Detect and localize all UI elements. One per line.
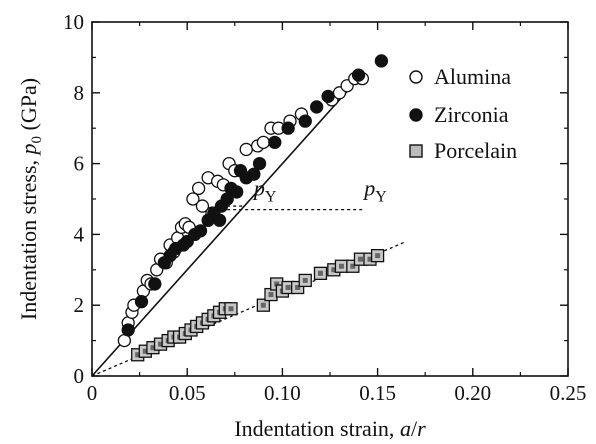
marker-porcelain bbox=[313, 266, 328, 280]
marker-porcelain-core bbox=[367, 256, 373, 262]
marker-porcelain-core bbox=[295, 285, 301, 290]
marker-alumina bbox=[256, 135, 271, 150]
legend-marker-alumina bbox=[409, 70, 423, 84]
y-axis-label: Indentation stress, p0 (GPa) bbox=[16, 78, 45, 320]
x-tick-label: 0.15 bbox=[359, 381, 396, 405]
y-tick-label: 0 bbox=[74, 364, 85, 388]
y-tick-label: 10 bbox=[63, 10, 84, 34]
marker-porcelain-core bbox=[150, 345, 156, 351]
marker-porcelain bbox=[298, 273, 312, 288]
marker-alumina bbox=[195, 199, 210, 213]
legend-marker-porcelain bbox=[409, 144, 423, 158]
marker-alumina bbox=[239, 142, 253, 157]
marker-porcelain bbox=[256, 298, 271, 312]
marker-porcelain bbox=[334, 259, 349, 273]
marker-porcelain-core bbox=[350, 263, 356, 269]
marker-zirconia bbox=[374, 54, 389, 68]
marker-porcelain bbox=[370, 248, 385, 263]
axis-ticks: 0 0.05 0.10 0.15 0.20 0.25 0 2 4 6 8 10 bbox=[63, 10, 586, 405]
marker-zirconia bbox=[252, 156, 267, 171]
marker-zirconia bbox=[148, 277, 162, 291]
legend-label-zirconia: Zirconia bbox=[434, 102, 509, 127]
fit-line-solid bbox=[91, 78, 360, 377]
annotation-yield-pressure: pY bbox=[252, 175, 277, 205]
fit-lines bbox=[91, 78, 407, 377]
marker-zirconia bbox=[268, 135, 282, 150]
marker-porcelain-core bbox=[285, 285, 291, 290]
marker-porcelain-core bbox=[228, 306, 234, 312]
marker-zirconia bbox=[281, 121, 295, 135]
marker-porcelain-core bbox=[375, 253, 381, 259]
marker-zirconia bbox=[351, 68, 366, 82]
y-tick-label: 6 bbox=[74, 152, 85, 176]
x-tick-label: 0.05 bbox=[169, 381, 206, 405]
x-tick-label: 0.25 bbox=[550, 381, 587, 405]
marker-zirconia bbox=[321, 89, 335, 103]
marker-porcelain-core bbox=[142, 348, 148, 354]
legend-label-porcelain: Porcelain bbox=[434, 138, 517, 163]
x-tick-label: 0.20 bbox=[454, 381, 491, 405]
marker-zirconia bbox=[230, 185, 244, 199]
marker-alumina bbox=[186, 192, 200, 206]
marker-zirconia bbox=[212, 213, 227, 227]
x-tick-label: 0.10 bbox=[264, 381, 301, 405]
marker-zirconia bbox=[247, 167, 261, 181]
annotation-yield-pressure: pY bbox=[362, 175, 387, 205]
legend-label-alumina: Alumina bbox=[434, 64, 511, 89]
marker-zirconia bbox=[121, 323, 135, 337]
y-tick-label: 8 bbox=[74, 81, 85, 105]
marker-porcelain-core bbox=[274, 281, 280, 287]
legend: Alumina Zirconia Porcelain bbox=[409, 64, 517, 163]
marker-porcelain-core bbox=[317, 270, 323, 276]
marker-zirconia bbox=[298, 114, 312, 128]
marker-porcelain-core bbox=[260, 302, 266, 308]
marker-alumina bbox=[191, 181, 206, 196]
data-markers bbox=[117, 54, 389, 362]
marker-porcelain-core bbox=[268, 292, 274, 298]
marker-porcelain-core bbox=[338, 263, 344, 269]
marker-porcelain-core bbox=[357, 256, 363, 262]
marker-zirconia bbox=[134, 295, 149, 309]
marker-porcelain bbox=[224, 302, 238, 316]
marker-porcelain-core bbox=[135, 352, 141, 358]
x-tick-label: 0 bbox=[87, 381, 98, 405]
y-tick-label: 2 bbox=[74, 293, 85, 317]
marker-porcelain-core bbox=[302, 277, 308, 283]
y-tick-label: 4 bbox=[74, 222, 85, 246]
marker-zirconia bbox=[310, 100, 324, 114]
legend-marker-zirconia bbox=[409, 108, 423, 122]
marker-porcelain-core bbox=[158, 341, 164, 347]
marker-porcelain-core bbox=[331, 267, 337, 273]
annotations: pY pY bbox=[252, 175, 387, 205]
marker-zirconia bbox=[193, 224, 208, 238]
x-axis-label: Indentation strain, a/r bbox=[234, 416, 426, 441]
